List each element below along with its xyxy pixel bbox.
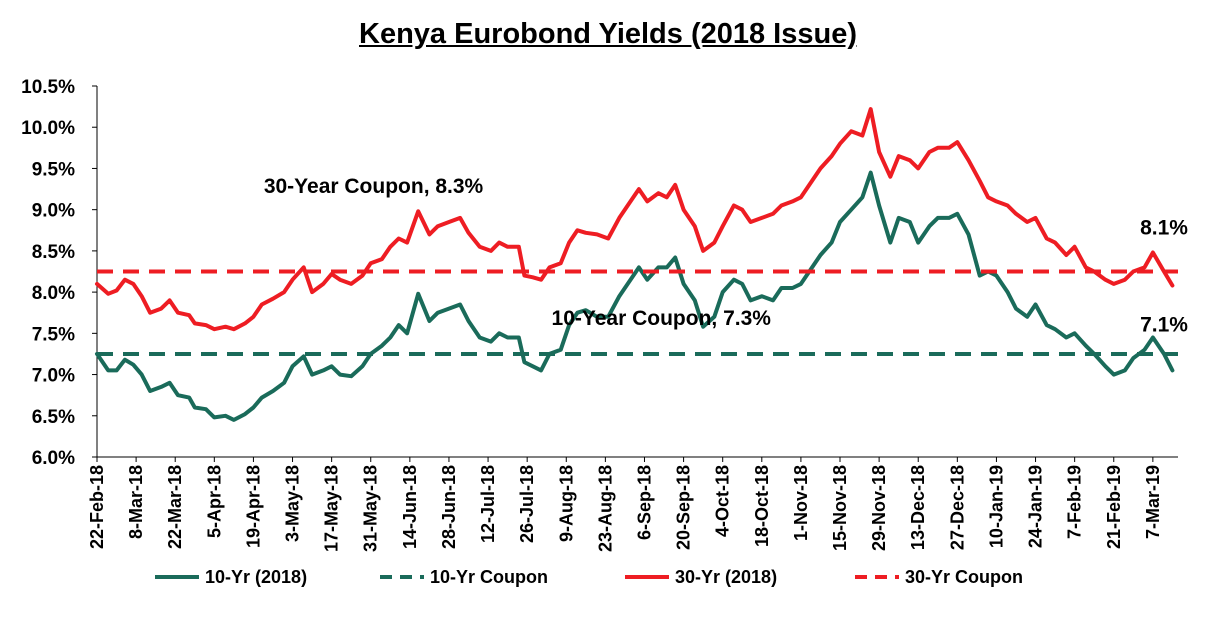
y-tick-label: 7.0% <box>32 366 75 387</box>
x-tick-label: 7-Feb-19 <box>1065 465 1085 539</box>
x-tick-label: 12-Jul-18 <box>478 465 498 543</box>
x-tick-label: 6-Sep-18 <box>634 465 654 540</box>
y-tick-label: 6.5% <box>32 407 75 428</box>
y-tick-label: 10.0% <box>21 118 75 139</box>
x-tick-label: 28-Jun-18 <box>439 465 459 549</box>
annotation-30-year-coupon-8-3: 30-Year Coupon, 8.3% <box>264 175 484 198</box>
y-tick-label: 9.5% <box>32 159 75 180</box>
x-tick-label: 1-Nov-18 <box>791 465 811 541</box>
chart-title: Kenya Eurobond Yields (2018 Issue) <box>359 18 857 50</box>
x-tick-label: 26-Jul-18 <box>517 465 537 543</box>
y-tick-label: 6.0% <box>32 448 75 469</box>
x-tick-label: 13-Dec-18 <box>908 465 928 550</box>
x-tick-label: 18-Oct-18 <box>752 465 772 547</box>
x-tick-label: 8-Mar-18 <box>126 465 146 539</box>
x-tick-label: 24-Jan-19 <box>1026 465 1046 548</box>
x-tick-label: 10-Jan-19 <box>986 465 1006 548</box>
legend-label-10-yr-2018: 10-Yr (2018) <box>205 567 307 587</box>
y-tick-label: 8.0% <box>32 283 75 304</box>
annotation-10-year-coupon-7-3: 10-Year Coupon, 7.3% <box>552 307 772 330</box>
legend-label-10-yr-coupon: 10-Yr Coupon <box>430 567 548 587</box>
y-tick-label: 10.5% <box>21 77 75 98</box>
x-tick-label: 5-Apr-18 <box>204 465 224 538</box>
x-tick-label: 9-Aug-18 <box>556 465 576 542</box>
x-tick-label: 15-Nov-18 <box>830 465 850 551</box>
x-tick-label: 22-Feb-18 <box>87 465 107 549</box>
x-tick-label: 21-Feb-19 <box>1104 465 1124 549</box>
x-tick-label: 20-Sep-18 <box>674 465 694 550</box>
y-tick-label: 8.5% <box>32 242 75 263</box>
x-tick-label: 7-Mar-19 <box>1143 465 1163 539</box>
series-30-yr-2018-line <box>95 107 1175 332</box>
annotation-7-1: 7.1% <box>1140 314 1188 337</box>
x-tick-label: 14-Jun-18 <box>400 465 420 549</box>
x-tick-label: 27-Dec-18 <box>947 465 967 550</box>
legend-label-30-yr-2018: 30-Yr (2018) <box>675 567 777 587</box>
x-tick-label: 3-May-18 <box>283 465 303 542</box>
x-tick-label: 31-May-18 <box>361 465 381 552</box>
x-tick-label: 23-Aug-18 <box>595 465 615 552</box>
y-tick-label: 7.5% <box>32 324 75 345</box>
annotation-8-1: 8.1% <box>1140 216 1188 239</box>
legend-label-30-yr-coupon: 30-Yr Coupon <box>905 567 1023 587</box>
x-tick-label: 29-Nov-18 <box>869 465 889 551</box>
x-tick-label: 4-Oct-18 <box>713 465 733 537</box>
x-tick-label: 17-May-18 <box>322 465 342 552</box>
x-tick-label: 19-Apr-18 <box>243 465 263 548</box>
x-tick-label: 22-Mar-18 <box>165 465 185 549</box>
y-tick-label: 9.0% <box>32 201 75 222</box>
